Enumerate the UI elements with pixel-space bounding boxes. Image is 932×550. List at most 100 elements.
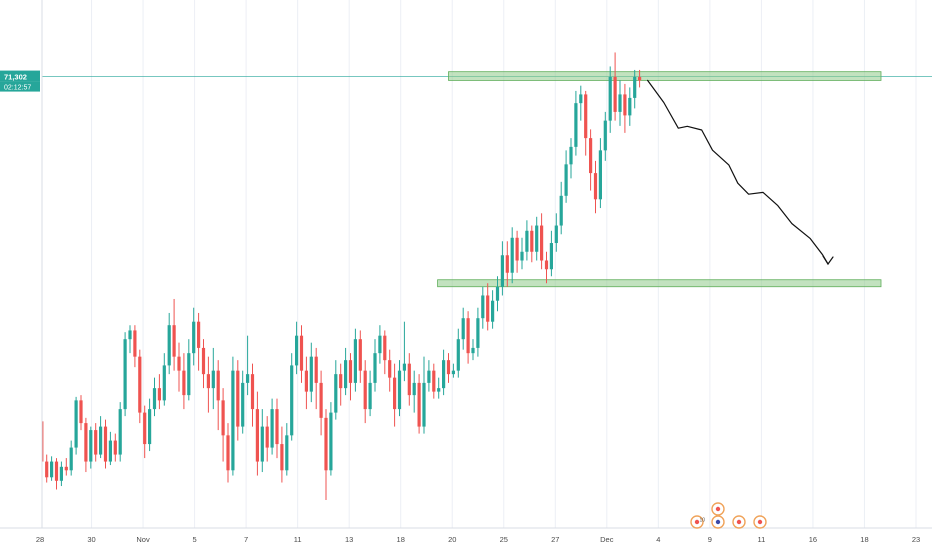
- candle-body: [500, 255, 504, 287]
- candle-body: [255, 409, 259, 462]
- candle: [236, 360, 240, 441]
- candle: [432, 363, 436, 399]
- candle-body: [525, 230, 529, 252]
- candles-layer: [30, 52, 642, 501]
- candle-body: [187, 353, 191, 396]
- candle: [314, 347, 318, 410]
- candle-body: [451, 370, 455, 375]
- candle-body: [486, 295, 490, 322]
- candle: [456, 328, 460, 378]
- x-tick-label: 11: [758, 535, 766, 544]
- candle: [299, 325, 304, 383]
- candle-body: [103, 426, 108, 462]
- candle: [466, 311, 470, 364]
- candle: [285, 423, 289, 476]
- candle: [246, 335, 250, 396]
- candle: [476, 307, 480, 357]
- candle-body: [50, 461, 54, 478]
- candle: [598, 138, 602, 209]
- candle-body: [89, 430, 93, 462]
- candle-body: [299, 335, 304, 371]
- candle-body: [143, 412, 147, 445]
- event-flag-icon: [694, 519, 700, 525]
- candle-body: [162, 365, 166, 401]
- candle-body: [280, 444, 284, 471]
- x-tick-label: Dec: [600, 535, 614, 544]
- candle: [618, 80, 622, 126]
- candle: [495, 276, 500, 312]
- candle-body: [393, 377, 397, 410]
- candle: [554, 213, 558, 252]
- candle: [569, 138, 573, 179]
- candle: [201, 339, 206, 389]
- countdown-label: 02:12:57: [4, 85, 31, 92]
- price-axis[interactable]: 71,60071,40071,20071,00070,80070,60070,4…: [0, 0, 43, 528]
- candle-body: [216, 370, 220, 401]
- candle-body: [177, 356, 181, 371]
- x-tick-label: 18: [397, 535, 405, 544]
- candle: [451, 363, 455, 378]
- candle-body: [422, 382, 426, 427]
- candle: [540, 213, 544, 270]
- candle-body: [510, 237, 514, 273]
- candle: [378, 325, 382, 364]
- candle: [481, 286, 485, 329]
- zones-layer: [437, 71, 882, 288]
- candle-body: [226, 435, 230, 471]
- candle: [231, 356, 235, 476]
- candle: [324, 409, 328, 501]
- projection-layer: [647, 79, 834, 266]
- candle-body: [628, 97, 632, 116]
- time-axis[interactable]: 28 30 Nov 5 7 11 13 18 20 25 27 Dec 4 9 11 16 18 23: [0, 527, 932, 550]
- chart-grid: [39, 0, 932, 528]
- candle: [162, 353, 166, 406]
- candle-body: [476, 318, 480, 348]
- candle: [407, 353, 411, 406]
- candle-body: [45, 461, 49, 478]
- candle-body: [334, 374, 338, 413]
- candle-body: [495, 286, 500, 301]
- candle-body: [113, 440, 117, 455]
- candle-body: [520, 251, 524, 261]
- candle-body: [211, 370, 215, 389]
- candle: [221, 388, 225, 462]
- candle-body: [133, 330, 137, 357]
- x-tick-label: Nov: [136, 535, 150, 544]
- candle-body: [446, 360, 451, 375]
- candle-body: [618, 94, 622, 112]
- candle: [69, 440, 73, 476]
- candle: [613, 52, 617, 121]
- x-tick-label: 28: [36, 535, 44, 544]
- candle-body: [348, 360, 353, 383]
- candle: [584, 90, 588, 156]
- candle-body: [589, 138, 593, 174]
- candle-body: [206, 374, 210, 389]
- candle: [383, 330, 387, 375]
- candle-body: [275, 409, 279, 445]
- candle-body: [549, 243, 553, 270]
- candle-body: [574, 103, 578, 147]
- candle-body: [64, 466, 68, 471]
- candle-body: [388, 360, 392, 378]
- candle: [412, 370, 416, 413]
- candle: [393, 363, 397, 427]
- x-tick-label: 23: [912, 535, 920, 544]
- candle-body: [466, 318, 470, 354]
- x-tick-label: 16: [809, 535, 817, 544]
- zone-resistance: [448, 71, 882, 81]
- event-count: 10: [700, 518, 706, 524]
- candle: [525, 220, 529, 261]
- candle-body: [569, 146, 573, 165]
- candle-body: [138, 356, 142, 413]
- candle-body: [99, 426, 103, 455]
- candle: [437, 377, 441, 399]
- candle: [45, 454, 49, 483]
- candle: [167, 312, 171, 375]
- candle-body: [437, 388, 441, 392]
- candle: [197, 312, 201, 371]
- candle: [74, 396, 78, 455]
- candle-body: [197, 321, 201, 348]
- candle-body: [108, 440, 112, 462]
- candle: [505, 241, 509, 287]
